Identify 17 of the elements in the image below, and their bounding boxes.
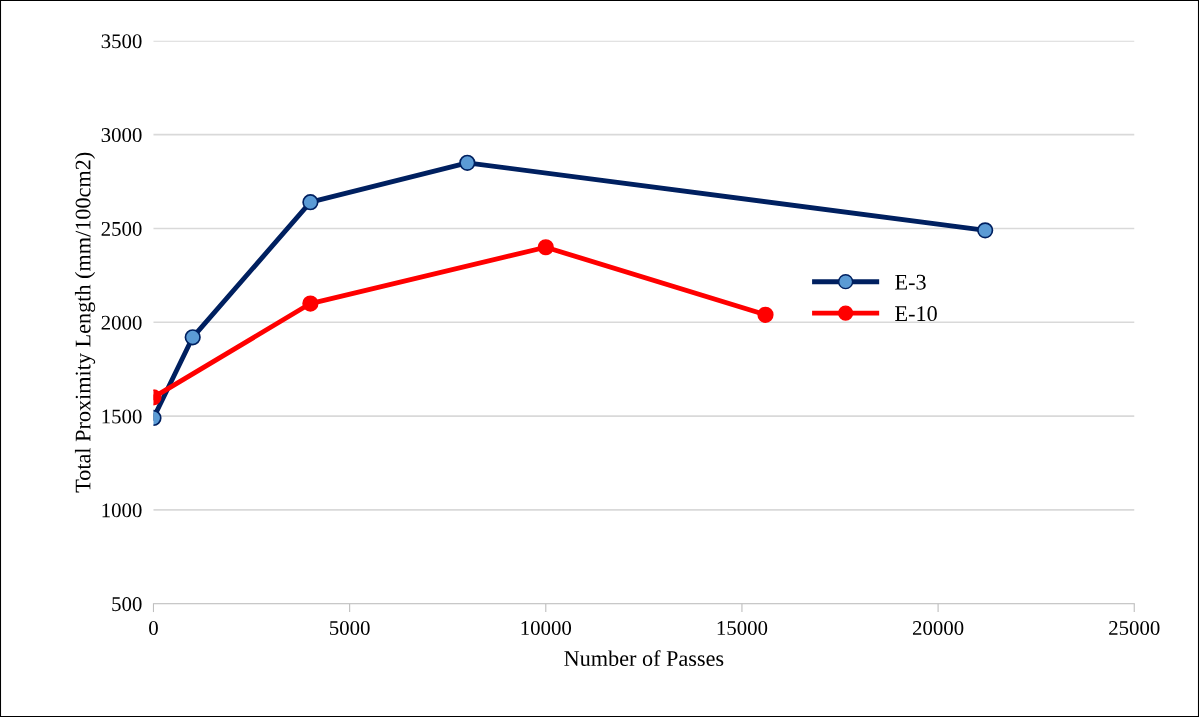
y-tick-label: 1500 [102,409,142,424]
x-tick-label: 10000 [521,620,572,636]
y-tick-label: 2000 [101,315,142,330]
x-tick-label: 25000 [1109,620,1160,636]
x-tick-label: 15000 [717,620,768,636]
legend-label: E-3 [895,274,926,290]
y-tick-label: 500 [112,597,142,612]
y-axis-title: Total Proximity Length (mm/100cm2) [74,152,96,493]
y-tick-label: 3000 [101,128,142,143]
y-tick-label: 3500 [101,34,142,49]
x-tick-label: 5000 [330,620,370,636]
x-axis-title: Number of Passes [564,650,724,667]
x-tick-label: 0 [149,620,158,636]
legend-label: E-10 [895,306,937,322]
y-tick-label: 1000 [102,503,142,518]
x-tick-label: 20000 [912,620,964,636]
y-tick-label: 2500 [101,221,142,236]
